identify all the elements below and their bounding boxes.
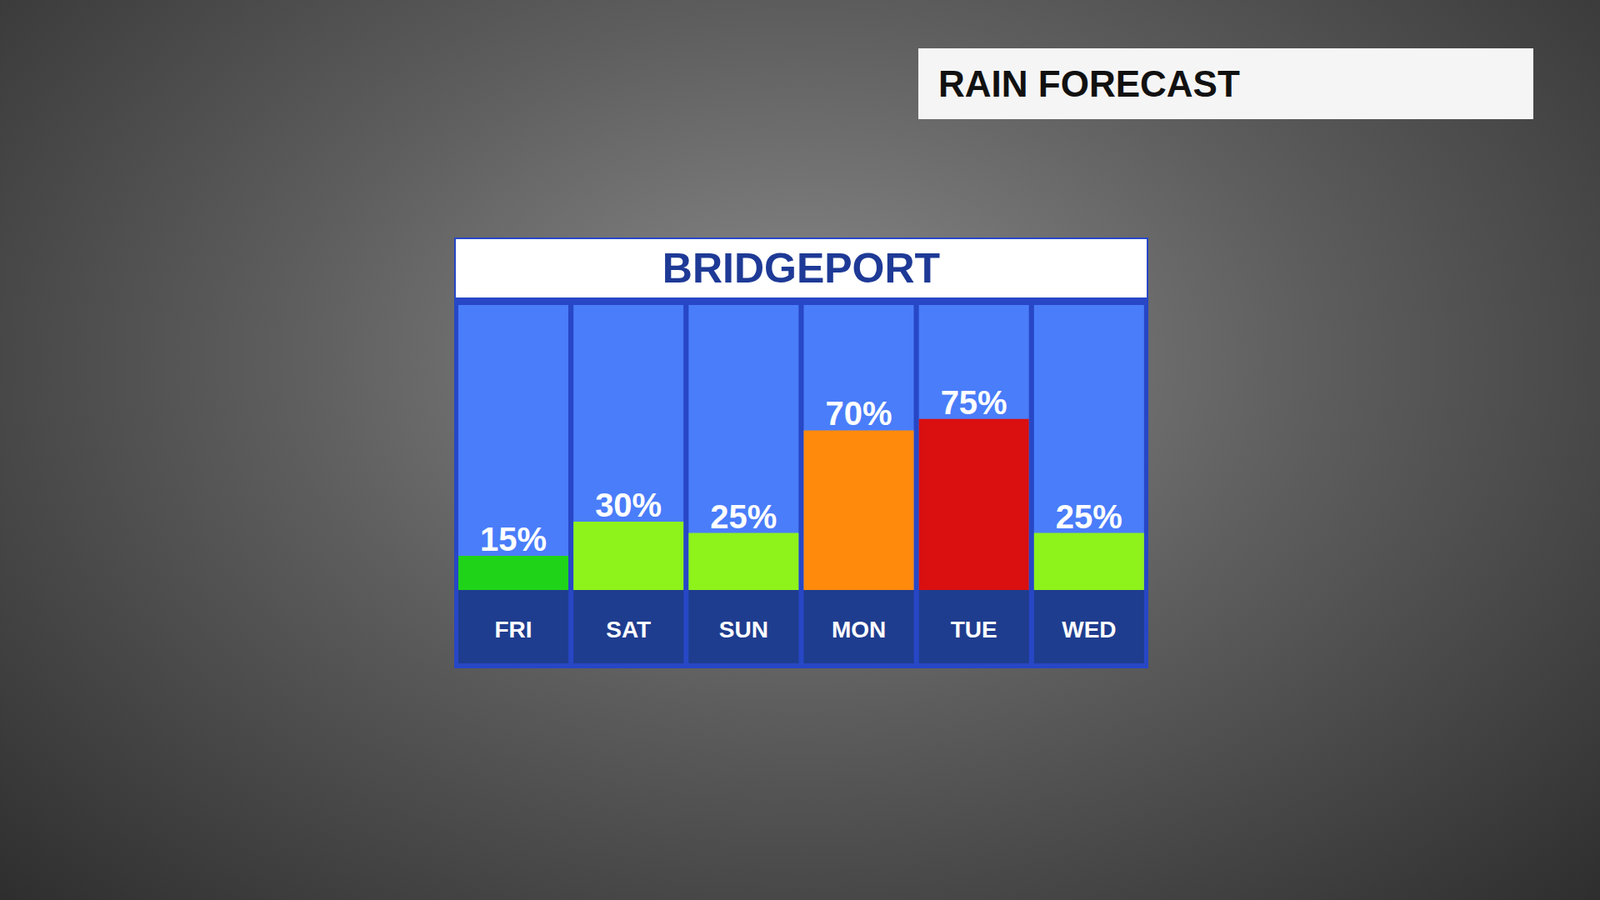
svg-text:15%: 15% bbox=[480, 520, 547, 558]
svg-text:FRI: FRI bbox=[495, 616, 533, 643]
svg-text:30%: 30% bbox=[595, 486, 662, 524]
svg-text:SUN: SUN bbox=[719, 616, 769, 643]
svg-text:MON: MON bbox=[831, 616, 886, 643]
svg-text:SAT: SAT bbox=[605, 616, 651, 643]
html-text:RAIN FORECAST: RAIN FORECAST bbox=[938, 62, 1240, 104]
svg-text:TUE: TUE bbox=[950, 616, 998, 643]
svg-text:70%: 70% bbox=[825, 395, 892, 432]
svg-text:25%: 25% bbox=[1055, 498, 1123, 535]
svg-text:WED: WED bbox=[1061, 616, 1116, 643]
svg-text:25%: 25% bbox=[710, 498, 777, 535]
svg-text:75%: 75% bbox=[940, 384, 1008, 421]
html-text:BRIDGEPORT: BRIDGEPORT bbox=[662, 245, 941, 292]
